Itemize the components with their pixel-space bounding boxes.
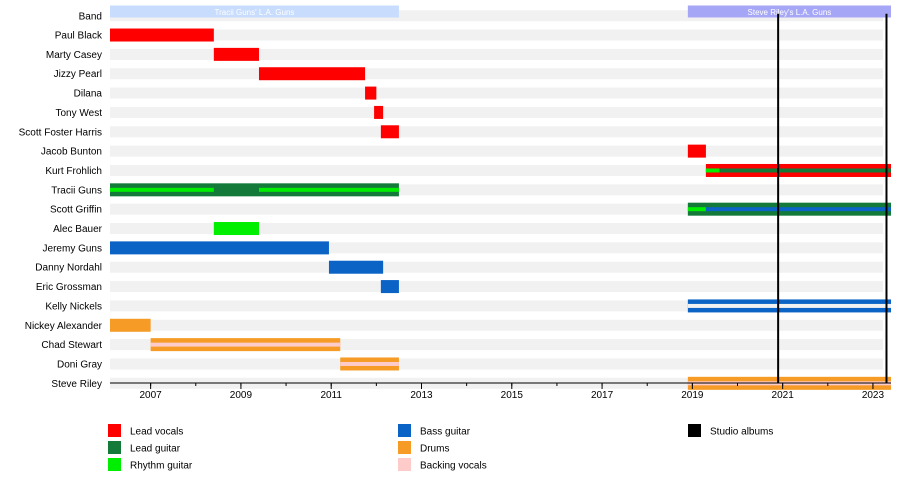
- member-bar-stripe: [705, 168, 720, 173]
- x-axis-tick-label: 2019: [681, 390, 704, 401]
- legend-swatch: [398, 424, 411, 437]
- member-bar: [213, 47, 259, 61]
- member-bar: [380, 280, 399, 294]
- row-stripe: [110, 10, 883, 22]
- member-bar: [110, 241, 329, 255]
- member-label: Jacob Bunton: [41, 147, 102, 158]
- member-label: Tony West: [56, 108, 103, 119]
- member-bar-stripe: [705, 168, 891, 173]
- member-bar: [380, 125, 399, 139]
- row-stripe: [110, 29, 883, 41]
- member-label: Scott Foster Harris: [19, 127, 102, 138]
- member-label: Marty Casey: [46, 50, 102, 61]
- band-row-label: Band: [79, 12, 102, 23]
- x-axis-tick-label: 2007: [140, 390, 163, 401]
- member-bar-stripe: [110, 187, 214, 192]
- row-stripe: [110, 68, 883, 80]
- legend-label: Backing vocals: [420, 461, 487, 472]
- x-axis-tick-label: 2017: [591, 390, 614, 401]
- legend-swatch: [398, 441, 411, 454]
- row-stripe: [110, 203, 883, 215]
- legend-swatch: [398, 458, 411, 471]
- member-bar-stripe: [705, 207, 891, 212]
- x-axis-tick-label: 2013: [410, 390, 433, 401]
- member-label: Tracii Guns: [51, 185, 102, 196]
- row-stripe: [110, 223, 883, 235]
- member-bar-stripe: [340, 361, 399, 366]
- member-label: Nickey Alexander: [25, 321, 103, 332]
- row-stripe: [110, 126, 883, 138]
- x-axis-tick-label: 2015: [501, 390, 524, 401]
- member-bar: [110, 183, 399, 197]
- member-bar: [374, 105, 384, 119]
- x-axis-tick-label: 2023: [862, 390, 885, 401]
- member-bar: [328, 260, 384, 274]
- member-label: Jizzy Pearl: [54, 69, 102, 80]
- member-label: Kurt Frohlich: [45, 166, 102, 177]
- row-stripe: [110, 242, 883, 254]
- member-label: Danny Nordahl: [35, 263, 102, 274]
- row-stripe: [110, 106, 883, 118]
- legend-label: Bass guitar: [420, 427, 471, 438]
- x-axis-tick-label: 2009: [230, 390, 253, 401]
- member-label: Paul Black: [55, 31, 103, 42]
- member-bar-stripe: [258, 187, 399, 192]
- legend-label: Studio albums: [710, 427, 773, 438]
- member-label: Eric Grossman: [36, 282, 102, 293]
- row-stripe: [110, 358, 883, 370]
- x-axis-tick-label: 2011: [320, 390, 342, 401]
- row-stripe: [110, 300, 883, 312]
- legend-swatch: [688, 424, 701, 437]
- row-stripe: [110, 145, 883, 157]
- legend-swatch: [108, 441, 121, 454]
- member-bar-stripe: [687, 207, 706, 212]
- x-axis-tick-label: 2021: [772, 390, 795, 401]
- member-bar: [258, 67, 366, 81]
- legend-swatch: [108, 458, 121, 471]
- member-bar: [365, 86, 377, 100]
- row-stripe: [110, 164, 883, 176]
- legend-label: Drums: [420, 444, 449, 455]
- legend-label: Lead vocals: [130, 427, 183, 438]
- member-label: Alec Bauer: [53, 224, 103, 235]
- member-bar: [110, 318, 151, 332]
- member-label: Dilana: [74, 89, 103, 100]
- member-label: Scott Griffin: [50, 205, 102, 216]
- member-bar: [687, 144, 706, 158]
- member-bar-stripe: [150, 342, 341, 347]
- band-bar-label-0: Tracii Guns' L.A. Guns: [214, 8, 294, 17]
- row-stripe: [110, 319, 883, 331]
- legend-label: Rhythm guitar: [130, 461, 193, 472]
- member-label: Kelly Nickels: [45, 301, 102, 312]
- legend-swatch: [108, 424, 121, 437]
- member-label: Chad Stewart: [41, 340, 102, 351]
- member-bar: [213, 222, 259, 236]
- row-stripe: [110, 184, 883, 196]
- band-bar-0: [110, 5, 399, 18]
- band-bar-1: [687, 5, 891, 18]
- row-stripe: [110, 87, 883, 99]
- member-bar: [110, 28, 214, 42]
- row-stripe: [110, 48, 883, 60]
- member-label: Steve Riley: [51, 379, 102, 390]
- legend-label: Lead guitar: [130, 444, 181, 455]
- member-label: Doni Gray: [57, 359, 102, 370]
- member-bar-stripe: [687, 303, 891, 308]
- row-stripe: [110, 339, 883, 351]
- row-stripe: [110, 281, 883, 293]
- member-label: Jeremy Guns: [43, 243, 102, 254]
- band-bar-label-1: Steve Riley's L.A. Guns: [748, 8, 832, 17]
- row-stripe: [110, 261, 883, 273]
